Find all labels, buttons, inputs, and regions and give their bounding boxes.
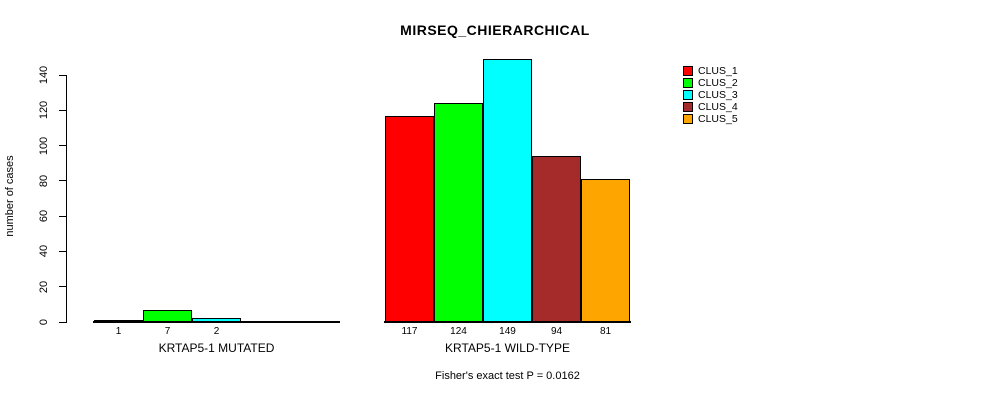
y-axis-tick-mark xyxy=(59,109,66,111)
bar-value-label: 2 xyxy=(213,326,220,337)
bar-clus_1 xyxy=(385,116,434,322)
bar-value-label: 117 xyxy=(401,326,418,337)
legend-swatch-clus_1 xyxy=(683,66,693,76)
y-axis-tick-label: 100 xyxy=(38,136,50,155)
y-axis-tick-label: 60 xyxy=(38,210,50,223)
bar-value-label: 124 xyxy=(450,326,467,337)
y-axis-line xyxy=(66,75,67,323)
y-axis-tick-label: 120 xyxy=(38,101,50,120)
y-axis-tick-label: 20 xyxy=(38,280,50,293)
bar-clus_3 xyxy=(192,318,241,322)
y-axis-tick-mark xyxy=(59,180,66,182)
bar-value-label: 94 xyxy=(550,326,563,337)
group-baseline xyxy=(93,321,340,323)
y-axis-tick-mark xyxy=(59,145,66,147)
y-axis-tick-mark xyxy=(59,74,66,76)
legend-swatch-clus_4 xyxy=(683,102,693,112)
y-axis-tick-mark xyxy=(59,250,66,252)
legend-label: CLUS_5 xyxy=(698,113,738,125)
bar-clus_5 xyxy=(581,179,630,322)
y-axis-tick-label: 80 xyxy=(38,174,50,187)
bar-clus_2 xyxy=(434,103,483,322)
y-axis-tick-mark xyxy=(59,286,66,288)
y-axis-tick-mark xyxy=(59,215,66,217)
group-label-wildtype: KRTAP5-1 WILD-TYPE xyxy=(445,341,570,355)
legend-swatch-clus_3 xyxy=(683,90,693,100)
legend-swatch-clus_2 xyxy=(683,78,693,88)
bar-value-label: 81 xyxy=(599,326,612,337)
bar-clus_1 xyxy=(94,320,143,322)
legend-label: CLUS_3 xyxy=(698,89,738,101)
legend-label: CLUS_2 xyxy=(698,77,738,89)
bar-clus_2 xyxy=(143,310,192,322)
legend-swatch-clus_5 xyxy=(683,114,693,124)
y-axis-label: number of cases xyxy=(4,155,16,237)
y-axis-tick-label: 0 xyxy=(38,318,50,326)
fisher-test-annotation: Fisher's exact test P = 0.0162 xyxy=(435,370,580,382)
bar-value-label: 1 xyxy=(115,326,122,337)
bar-value-label: 7 xyxy=(164,326,171,337)
chart-title: MIRSEQ_CHIERARCHICAL xyxy=(400,22,590,38)
bar-value-label: 149 xyxy=(499,326,516,337)
bar-clus_4 xyxy=(532,156,581,322)
y-axis-tick-label: 40 xyxy=(38,245,50,258)
group-label-mutated: KRTAP5-1 MUTATED xyxy=(158,341,275,355)
legend-label: CLUS_4 xyxy=(698,101,738,113)
y-axis-tick-mark xyxy=(59,321,66,323)
legend-label: CLUS_1 xyxy=(698,65,738,77)
group-baseline xyxy=(384,321,631,323)
y-axis-tick-label: 140 xyxy=(38,65,50,85)
bar-clus_3 xyxy=(483,59,532,322)
